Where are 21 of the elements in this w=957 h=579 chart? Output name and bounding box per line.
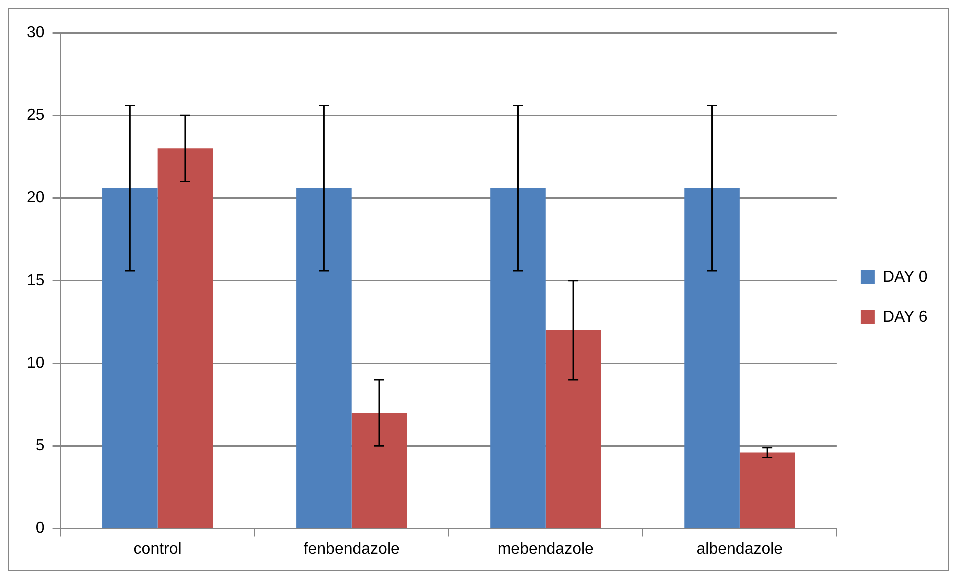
y-tick-label: 15 [27, 272, 45, 290]
y-tick-label: 0 [36, 520, 45, 538]
y-tick-label: 10 [27, 354, 45, 372]
x-tick-label: mebendazole [498, 540, 594, 558]
legend-label: DAY 6 [882, 308, 928, 326]
bar [546, 330, 602, 528]
bar [740, 452, 796, 528]
y-tick-label: 5 [36, 438, 45, 455]
y-tick-label: 30 [27, 24, 45, 42]
bar [296, 188, 352, 528]
bar [684, 188, 740, 528]
bar [352, 413, 408, 528]
x-tick-label: fenbendazole [304, 540, 400, 558]
x-tick-label: control [134, 540, 182, 558]
legend-label: DAY 0 [882, 268, 928, 286]
bar [158, 148, 214, 528]
bar [102, 188, 158, 528]
y-tick-label: 25 [27, 107, 45, 124]
x-tick-label: albendazole [696, 540, 784, 558]
bar [490, 188, 546, 528]
y-tick-label: 20 [27, 190, 45, 207]
